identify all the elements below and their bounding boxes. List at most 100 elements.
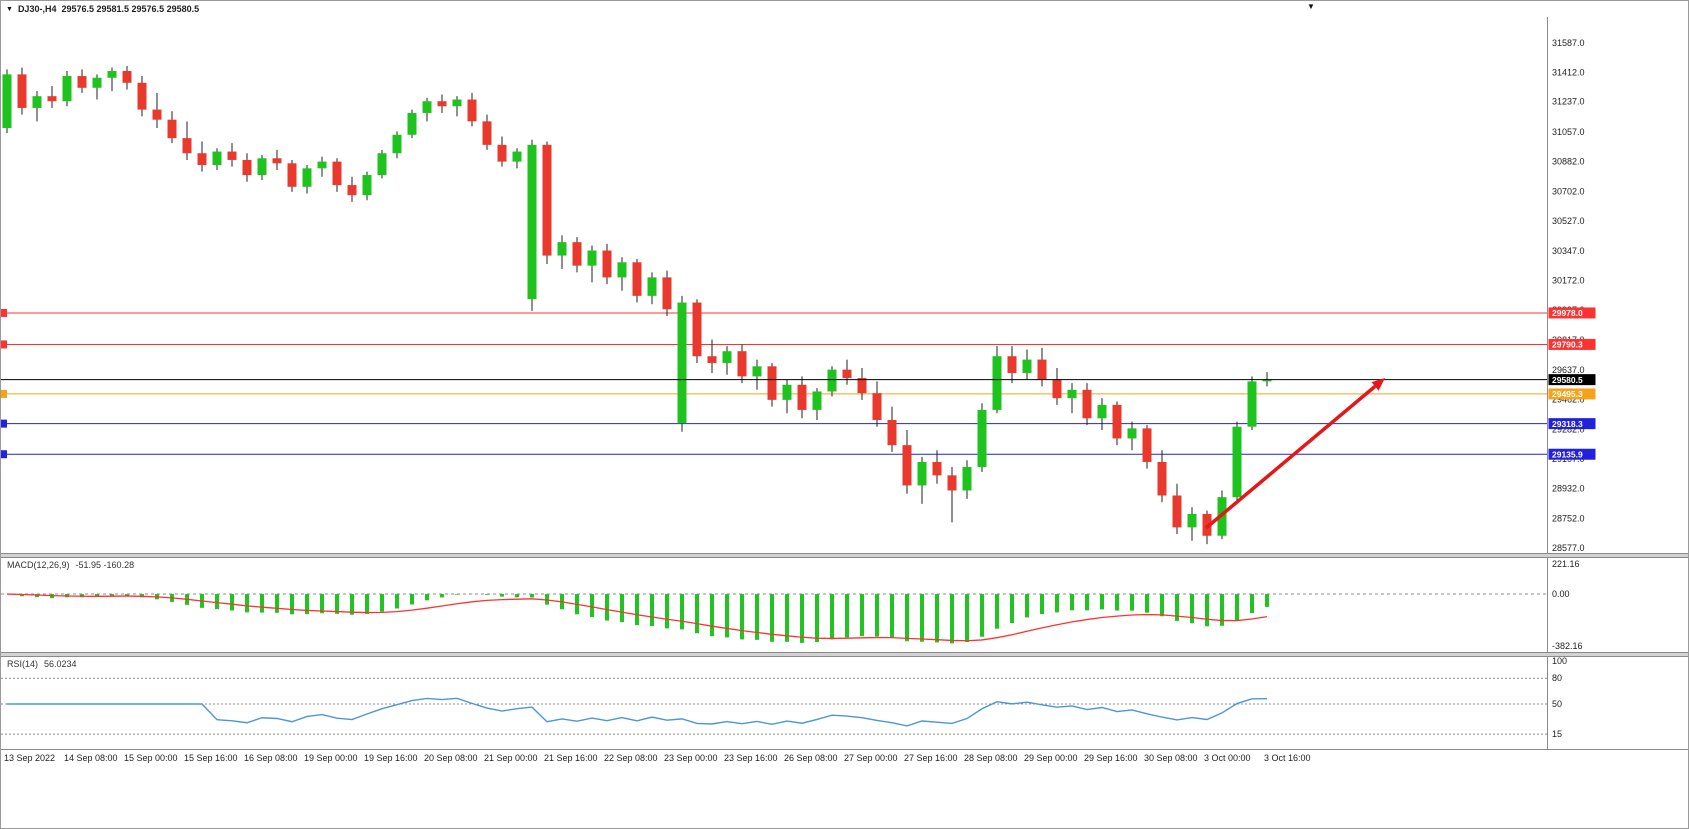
candle-body [1097,404,1107,419]
candle-body [602,250,612,278]
price-axis-label: 31412.0 [1552,67,1585,77]
time-axis-label: 27 Sep 16:00 [904,753,958,763]
candle-body [107,71,117,78]
candle-body [872,393,882,420]
price-axis-label: 30882.0 [1552,156,1585,166]
candle-body [1127,428,1137,439]
candle-body [1172,495,1182,528]
price-axis-label: 31057.0 [1552,127,1585,137]
price-tag-label: 29135.9 [1552,449,1583,459]
candle-body [377,153,387,176]
symbol-dropdown-icon[interactable]: ▼ [6,5,13,13]
rsi-name-label: RSI(14) [7,659,39,669]
candle-body [887,419,897,446]
candle-body [842,369,852,379]
candle-body [2,74,12,129]
price-tag [1548,448,1596,460]
price-axis-label: 28752.0 [1552,514,1585,524]
candle-body [632,262,642,296]
candle-body [242,159,252,176]
candle-body [437,101,447,107]
price-tag-label: 29495.3 [1552,389,1583,399]
price-tag-label: 29790.3 [1552,340,1583,350]
candle-body [572,242,582,266]
candle-body [302,168,312,187]
time-axis-label: 22 Sep 08:00 [604,753,658,763]
rsi-axis-label: 15 [1552,729,1562,739]
price-tag [1548,338,1596,350]
time-axis-label: 26 Sep 08:00 [784,753,838,763]
candle-body [1082,389,1092,419]
candle-body [1067,389,1077,399]
rsi-line [7,697,1268,727]
candle-body [692,302,702,357]
candle-body [527,144,537,300]
price-tag [1548,307,1596,319]
quote-ohlc-text: 29576.5 29581.5 29576.5 29580.5 [61,4,200,14]
candle-body [197,153,207,165]
chart-shift-icon[interactable]: ▼ [1307,2,1315,11]
symbol-quote-bar: ▼ DJ30-,H4 29576.5 29581.5 29576.5 29580… [1,1,1688,17]
time-axis-label: 21 Sep 16:00 [544,753,598,763]
price-chart-canvas[interactable]: 31587.0 31412.0 31237.0 31057.0 30882.0 30702… [1,17,1689,553]
candle-body [407,112,417,135]
rsi-panel-canvas[interactable]: 100 80 50 15 [1,657,1689,749]
price-axis-label: 30702.0 [1552,186,1585,196]
candle-body [977,409,987,467]
line-left-marker[interactable] [1,419,7,428]
macd-indicator-label: MACD(12,26,9) -51.95 -160.28 [7,560,134,570]
candle-body [497,144,507,162]
candle-body [812,391,822,410]
macd-panel-canvas[interactable]: 221.16 0.00 -382.16 [1,558,1689,652]
trend-arrow-head [1371,378,1385,391]
panel-splitter[interactable] [1,652,1688,657]
candle-body [512,151,522,162]
time-axis-label: 15 Sep 00:00 [124,753,178,763]
candle-body [287,163,297,187]
time-axis-label: 21 Sep 00:00 [484,753,538,763]
symbol-period-label: DJ30-,H4 [17,4,57,14]
line-left-marker[interactable] [1,389,7,398]
time-axis-label: 14 Sep 08:00 [64,753,118,763]
candle-body [347,185,357,196]
price-tag [1548,388,1596,400]
line-left-marker[interactable] [1,450,7,459]
candle-body [542,144,552,256]
candle-body [947,475,957,491]
price-tag [1548,418,1596,430]
candle-body [1007,356,1017,374]
rsi-indicator-label: RSI(14) 56.0234 [7,659,77,669]
candle-body [362,175,372,196]
candle-body [1232,426,1242,498]
rsi-axis-label: 50 [1552,699,1562,709]
candle-body [152,109,162,120]
price-axis-label: 29637.0 [1552,365,1585,375]
time-axis-label: 23 Sep 16:00 [724,753,778,763]
macd-name-label: MACD(12,26,9) [7,560,70,570]
time-axis-label: 23 Sep 00:00 [664,753,718,763]
line-left-marker[interactable] [1,340,7,349]
candle-body [797,384,807,410]
candle-body [827,369,837,392]
candle-body [1112,404,1122,439]
candle-body [1052,379,1062,399]
candle-body [677,302,687,424]
panel-splitter[interactable] [1,553,1688,558]
candle-body [317,161,327,169]
line-left-marker[interactable] [1,308,7,317]
trend-arrow[interactable] [1204,385,1377,530]
candle-body [617,262,627,278]
candle-body [452,99,462,107]
time-axis-label: 15 Sep 16:00 [184,753,238,763]
rsi-axis-label: 80 [1552,673,1562,683]
candle-body [62,76,72,102]
candle-body [257,158,267,176]
price-axis-label: 28932.0 [1552,483,1585,493]
price-axis-label: 29282.0 [1552,425,1585,435]
candle-body [32,96,42,108]
macd-axis-label: 0.00 [1552,589,1570,599]
candle-body [752,366,762,377]
candle-body [917,461,927,486]
candle-body [932,461,942,476]
time-axis-label: 29 Sep 16:00 [1084,753,1138,763]
